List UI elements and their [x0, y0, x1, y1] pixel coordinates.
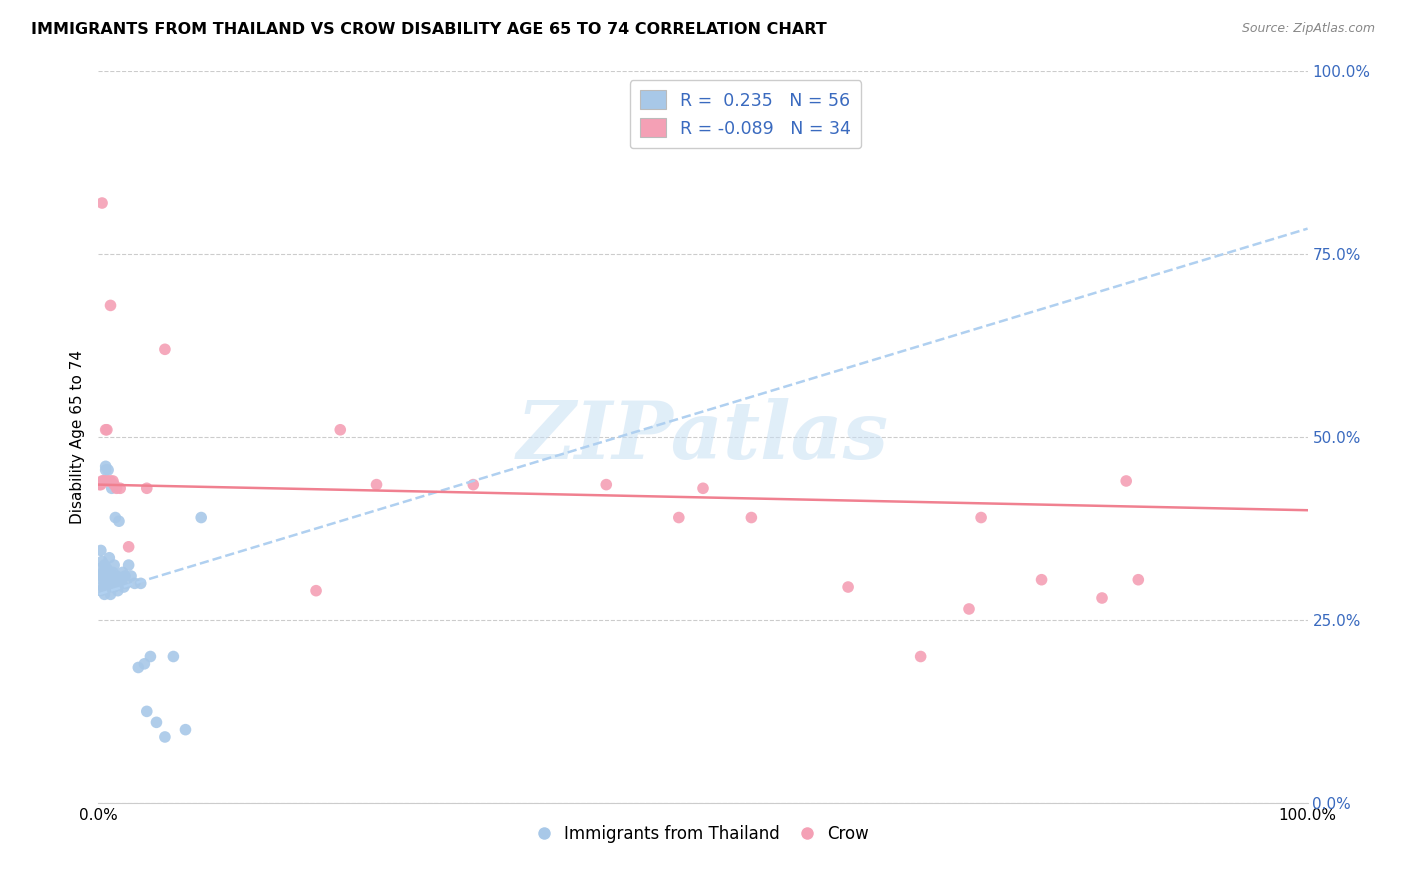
Point — [970, 510, 993, 524]
Point — [174, 723, 197, 737]
Point — [115, 576, 138, 591]
Point — [93, 558, 115, 573]
Point — [100, 298, 122, 312]
Point — [957, 602, 980, 616]
Point — [96, 576, 118, 591]
Point — [124, 576, 146, 591]
Point — [190, 510, 212, 524]
Point — [100, 587, 122, 601]
Point — [105, 573, 128, 587]
Point — [118, 540, 141, 554]
Point — [90, 477, 112, 491]
Point — [910, 649, 932, 664]
Legend: Immigrants from Thailand, Crow: Immigrants from Thailand, Crow — [531, 818, 875, 849]
Point — [91, 580, 114, 594]
Point — [129, 576, 152, 591]
Point — [120, 569, 142, 583]
Point — [692, 481, 714, 495]
Point — [91, 196, 114, 211]
Y-axis label: Disability Age 65 to 74: Disability Age 65 to 74 — [69, 350, 84, 524]
Point — [1031, 573, 1053, 587]
Point — [103, 558, 125, 573]
Point — [96, 573, 118, 587]
Point — [91, 554, 114, 568]
Point — [1128, 573, 1150, 587]
Point — [97, 474, 120, 488]
Point — [112, 580, 135, 594]
Point — [104, 510, 127, 524]
Point — [97, 569, 120, 583]
Point — [100, 474, 122, 488]
Point — [93, 576, 115, 591]
Point — [305, 583, 328, 598]
Point — [96, 423, 118, 437]
Point — [118, 558, 141, 573]
Point — [108, 481, 131, 495]
Point — [105, 481, 128, 495]
Point — [1115, 474, 1137, 488]
Text: Source: ZipAtlas.com: Source: ZipAtlas.com — [1241, 22, 1375, 36]
Point — [114, 569, 136, 583]
Point — [100, 566, 122, 580]
Point — [103, 580, 125, 594]
Point — [139, 649, 162, 664]
Point — [100, 481, 122, 495]
Point — [668, 510, 690, 524]
Point — [93, 474, 115, 488]
Point — [91, 474, 114, 488]
Point — [91, 569, 114, 583]
Point — [89, 562, 111, 576]
Point — [94, 423, 117, 437]
Point — [90, 583, 112, 598]
Point — [108, 573, 131, 587]
Point — [90, 543, 112, 558]
Point — [101, 474, 124, 488]
Point — [91, 474, 114, 488]
Point — [145, 715, 167, 730]
Point — [463, 477, 485, 491]
Point — [1091, 591, 1114, 605]
Point — [595, 477, 617, 491]
Point — [93, 569, 115, 583]
Text: ZIPatlas: ZIPatlas — [517, 399, 889, 475]
Point — [98, 550, 121, 565]
Point — [366, 477, 388, 491]
Point — [94, 459, 117, 474]
Point — [108, 514, 131, 528]
Point — [329, 423, 352, 437]
Point — [93, 587, 115, 601]
Point — [105, 569, 128, 583]
Point — [96, 562, 118, 576]
Point — [94, 474, 117, 488]
Point — [100, 576, 122, 591]
Point — [97, 463, 120, 477]
Point — [153, 730, 176, 744]
Point — [103, 477, 125, 491]
Point — [153, 343, 176, 357]
Text: IMMIGRANTS FROM THAILAND VS CROW DISABILITY AGE 65 TO 74 CORRELATION CHART: IMMIGRANTS FROM THAILAND VS CROW DISABIL… — [31, 22, 827, 37]
Point — [135, 481, 157, 495]
Point — [740, 510, 762, 524]
Point — [91, 566, 114, 580]
Point — [98, 580, 121, 594]
Point — [837, 580, 859, 594]
Point — [94, 463, 117, 477]
Point — [162, 649, 184, 664]
Point — [134, 657, 156, 671]
Point — [89, 477, 111, 491]
Point — [91, 573, 114, 587]
Point — [100, 573, 122, 587]
Point — [127, 660, 149, 674]
Point — [135, 705, 157, 719]
Point — [107, 583, 129, 598]
Point — [101, 576, 124, 591]
Point — [111, 566, 134, 580]
Point — [98, 569, 121, 583]
Point — [101, 566, 124, 580]
Point — [110, 576, 132, 591]
